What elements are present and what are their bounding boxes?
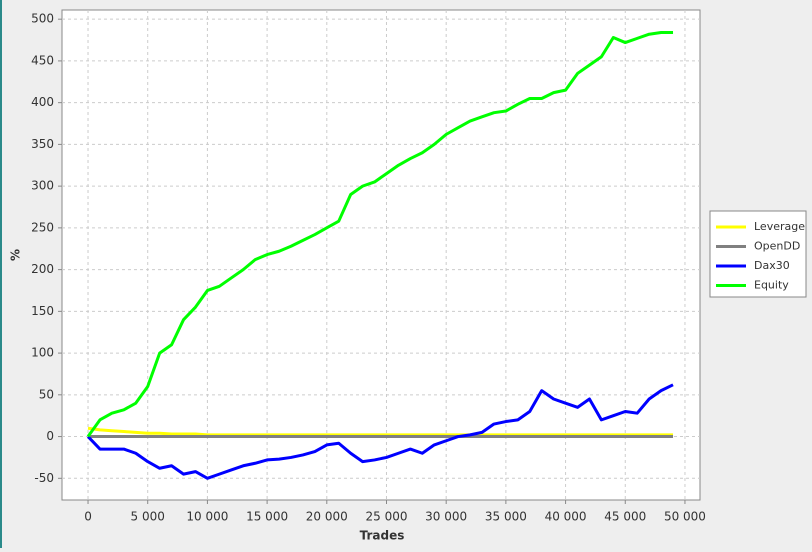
y-tick-label: 300 — [31, 179, 54, 193]
x-tick-label: 20 000 — [306, 510, 348, 524]
plot-area — [61, 9, 701, 501]
x-tick-label: 40 000 — [545, 510, 587, 524]
y-tick-label: 50 — [39, 387, 54, 401]
y-axis-label: % — [9, 249, 23, 261]
y-tick-label: 150 — [31, 304, 54, 318]
y-tick-label: 250 — [31, 220, 54, 234]
legend-label: Leverage — [754, 220, 805, 233]
x-axis-label: Trades — [360, 529, 405, 543]
series-line — [86, 383, 674, 480]
y-tick-label: 0 — [46, 429, 54, 443]
y-tick-label: 450 — [31, 53, 54, 67]
x-tick-label: 0 — [84, 510, 92, 524]
series-line — [86, 31, 674, 438]
series-line — [87, 426, 674, 437]
x-tick-label: 25 000 — [365, 510, 407, 524]
legend-label: Dax30 — [754, 259, 790, 272]
y-tick-label: 500 — [31, 12, 54, 26]
legend — [709, 210, 807, 298]
x-tick-label: 5 000 — [131, 510, 165, 524]
x-tick-label: 35 000 — [485, 510, 527, 524]
legend-label: Equity — [754, 279, 789, 292]
x-tick-label: 50 000 — [664, 510, 706, 524]
y-tick-label: 400 — [31, 95, 54, 109]
x-tick-label: 45 000 — [604, 510, 646, 524]
y-tick-label: -50 — [34, 471, 54, 485]
y-tick-label: 200 — [31, 262, 54, 276]
edge-stripe — [0, 0, 2, 548]
legend-label: OpenDD — [754, 240, 800, 253]
y-tick-label: 350 — [31, 137, 54, 151]
y-tick-label: 100 — [31, 346, 54, 360]
x-tick-label: 30 000 — [425, 510, 467, 524]
x-tick-label: 15 000 — [246, 510, 288, 524]
x-tick-label: 10 000 — [186, 510, 228, 524]
